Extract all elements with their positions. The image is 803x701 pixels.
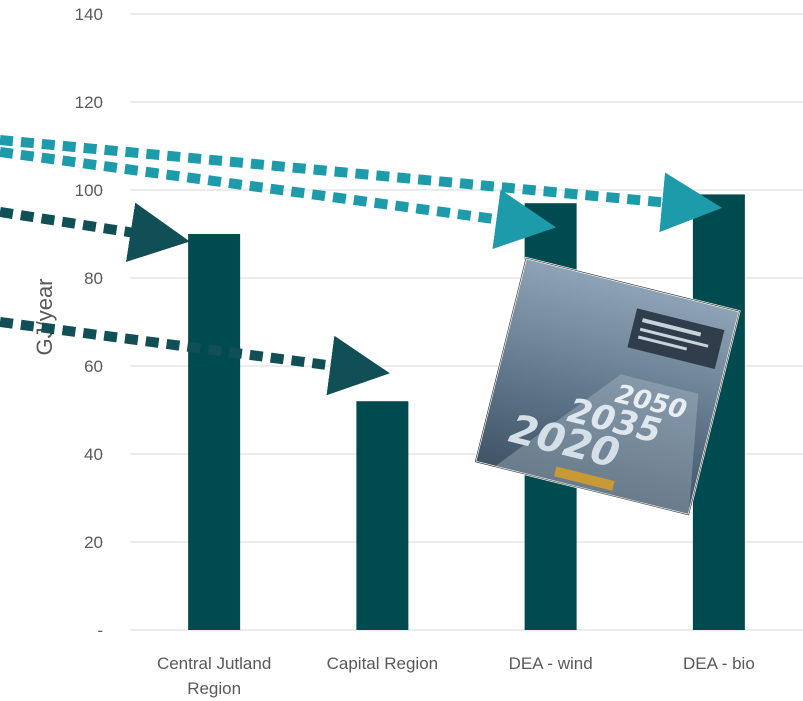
- x-tick-label: DEA - bio: [683, 654, 755, 673]
- x-tick-label: Central Jutland Region: [157, 654, 271, 698]
- gridlines: [130, 13, 803, 631]
- y-tick-label: 140: [75, 5, 103, 24]
- annotation-arrows: [0, 135, 722, 396]
- y-tick-label: 20: [84, 533, 103, 552]
- y-tick-label: 80: [84, 269, 103, 288]
- x-tick-label: Capital Region: [327, 654, 439, 673]
- arrow-teal-to-dea-wind: [0, 147, 556, 250]
- arrow-dark-to-central-jutland: [0, 202, 190, 262]
- x-axis-labels: Central Jutland Region Capital Region DEA -…: [157, 654, 755, 698]
- bar-capital-region: [356, 401, 409, 630]
- x-tick-label: DEA - wind: [509, 654, 593, 673]
- y-axis-label: GJ/year: [32, 278, 57, 355]
- y-tick-label: 100: [75, 181, 103, 200]
- y-tick-label: -: [97, 621, 103, 640]
- y-tick-label: 120: [75, 93, 103, 112]
- y-tick-label: 60: [84, 357, 103, 376]
- arrow-dark-to-capital-region: [0, 317, 390, 396]
- report-cover-image: 2050 2035 2020: [473, 256, 741, 517]
- bar-central-jutland-region: [188, 234, 241, 630]
- y-axis-ticks: - 20 40 60 80 100 120 140: [75, 5, 103, 640]
- arrow-teal-to-dea-bio: [0, 135, 722, 233]
- y-tick-label: 40: [84, 445, 103, 464]
